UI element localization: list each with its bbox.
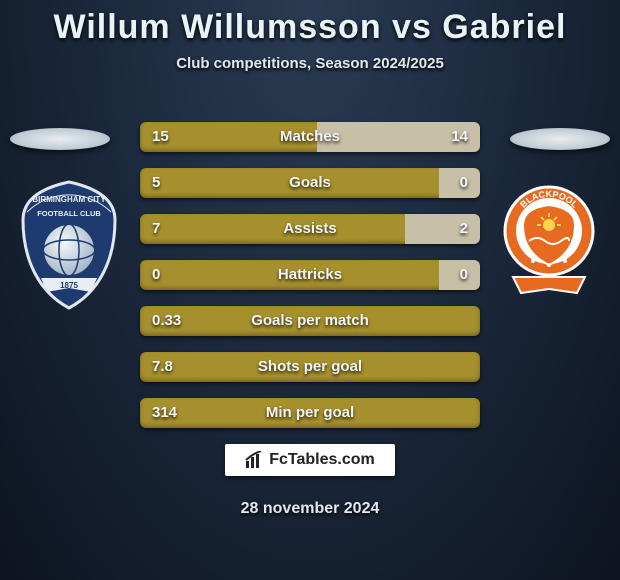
- bar-track: [140, 398, 480, 428]
- metric-row-shots-per-goal: 7.8Shots per goal: [140, 352, 480, 382]
- metric-right-value: 14: [451, 122, 468, 152]
- metric-left-value: 15: [152, 122, 169, 152]
- left-player-ellipse: [10, 128, 110, 150]
- page-title: Willum Willumsson vs Gabriel: [0, 0, 620, 47]
- metric-left-value: 5: [152, 168, 160, 198]
- brand-logo: FcTables.com: [225, 444, 395, 476]
- metric-row-assists: 72Assists: [140, 214, 480, 244]
- metric-row-hattricks: 00Hattricks: [140, 260, 480, 290]
- bar-track: [140, 214, 480, 244]
- page-subtitle: Club competitions, Season 2024/2025: [0, 55, 620, 72]
- svg-text:1875: 1875: [60, 281, 78, 290]
- svg-text:BIRMINGHAM CITY: BIRMINGHAM CITY: [32, 195, 106, 204]
- right-club-crest: BLACKPOOL: [498, 180, 600, 310]
- right-player-ellipse: [510, 128, 610, 150]
- bar-right-fill: [405, 214, 480, 244]
- left-club-crest: BIRMINGHAM CITY FOOTBALL CLUB 1875: [18, 180, 120, 310]
- svg-text:FOOTBALL CLUB: FOOTBALL CLUB: [37, 209, 101, 218]
- metric-right-value: 0: [460, 260, 468, 290]
- bar-track: [140, 352, 480, 382]
- metric-left-value: 314: [152, 398, 177, 428]
- metric-right-value: 2: [460, 214, 468, 244]
- metric-left-value: 0: [152, 260, 160, 290]
- metric-row-matches: 1514Matches: [140, 122, 480, 152]
- footer-date: 28 november 2024: [0, 500, 620, 518]
- metric-right-value: 0: [460, 168, 468, 198]
- bar-track: [140, 260, 480, 290]
- chart-icon: [245, 451, 265, 469]
- bar-track: [140, 306, 480, 336]
- brand-text: FcTables.com: [269, 451, 375, 469]
- metric-left-value: 7.8: [152, 352, 173, 382]
- metric-left-value: 7: [152, 214, 160, 244]
- metric-row-goals-per-match: 0.33Goals per match: [140, 306, 480, 336]
- metric-left-value: 0.33: [152, 306, 181, 336]
- comparison-bars: 1514Matches50Goals72Assists00Hattricks0.…: [140, 122, 480, 444]
- metric-row-min-per-goal: 314Min per goal: [140, 398, 480, 428]
- bar-track: [140, 168, 480, 198]
- bar-track: [140, 122, 480, 152]
- metric-row-goals: 50Goals: [140, 168, 480, 198]
